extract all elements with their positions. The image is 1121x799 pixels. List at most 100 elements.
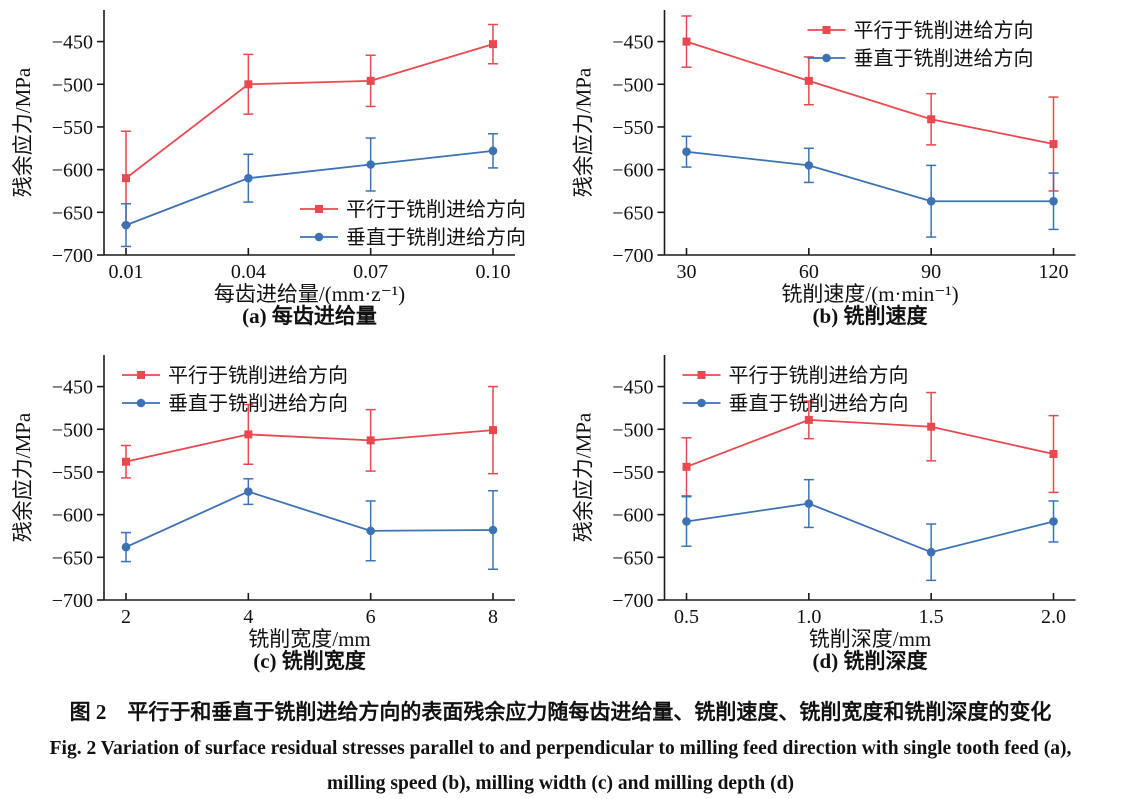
- x-tick-label: 30: [677, 261, 697, 283]
- x-tick-label: 0.01: [109, 261, 144, 283]
- series-line: [686, 502, 1054, 554]
- legend-marker: [822, 53, 831, 63]
- x-tick-label: 6: [366, 606, 376, 628]
- data-point-marker: [489, 426, 497, 435]
- series-parallel: [121, 385, 498, 479]
- x-tick-label: 0.10: [476, 261, 511, 283]
- data-point-marker: [926, 196, 936, 206]
- data-point-marker: [121, 220, 131, 230]
- y-tick-label: −450: [52, 32, 93, 54]
- x-axis-label: 铣削深度/mm: [809, 627, 932, 651]
- y-tick-label: −450: [52, 377, 93, 399]
- x-tick-label: 0.04: [231, 261, 266, 283]
- series-parallel: [121, 23, 498, 226]
- x-axis-label: 铣削速度/(m·min⁻¹): [781, 282, 958, 306]
- x-tick-label: 1.0: [796, 606, 821, 628]
- axes: −450 −500 −550 −600 −650 −700 30 60 90 120 铣削速度/(m…: [572, 10, 1076, 306]
- legend-label: 垂直于铣削进给方向: [346, 226, 526, 249]
- x-axis-label: 每齿进给量/(mm·z⁻¹): [214, 282, 405, 306]
- series-parallel: [681, 15, 1059, 192]
- figure-caption-en-line2: milling speed (b), milling width (c) and…: [327, 773, 794, 794]
- y-tick-label: −500: [612, 74, 653, 96]
- data-point-marker: [926, 547, 936, 557]
- chart-b-canvas: −450 −500 −550 −600 −650 −700 30 60 90 120 铣削速度/(m…: [572, 10, 1076, 328]
- series-perpendicular: [121, 478, 498, 571]
- series-line: [125, 149, 494, 226]
- y-tick-label: −550: [52, 117, 93, 139]
- y-tick-label: −600: [612, 160, 653, 182]
- data-point-marker: [366, 526, 375, 536]
- data-point-marker: [1049, 140, 1058, 149]
- legend-marker: [315, 205, 323, 213]
- x-tick-label: 60: [799, 261, 819, 283]
- y-tick-label: −700: [52, 245, 93, 267]
- data-point-marker: [244, 173, 253, 183]
- data-point-marker: [366, 160, 375, 169]
- y-tick-label: −600: [612, 505, 653, 527]
- axes: −450 −500 −550 −600 −650 −700 2 4 6 8 铣削宽度/mm 残余应力/…: [11, 355, 515, 651]
- x-tick-label: 2.0: [1041, 606, 1066, 628]
- series-parallel: [681, 391, 1059, 497]
- chart-c-canvas: −450 −500 −550 −600 −650 −700 2 4 6 8 铣削宽度/mm 残余应力/…: [11, 355, 515, 673]
- legend-marker: [314, 232, 324, 242]
- legend-marker: [136, 398, 146, 408]
- series-perpendicular: [681, 135, 1059, 238]
- data-point-marker: [1049, 196, 1058, 206]
- y-tick-label: −650: [52, 547, 93, 569]
- y-tick-label: −700: [52, 590, 93, 612]
- subplot-d: −450 −500 −550 −600 −650 −700 0.5 1.0 1.5 2.0 铣削深度…: [560, 345, 1121, 690]
- series-line: [125, 429, 494, 463]
- y-tick-label: −450: [612, 32, 653, 54]
- series-perpendicular: [121, 133, 498, 248]
- subplot-title: (a) 每齿进给量: [242, 304, 377, 328]
- legend-marker: [137, 371, 145, 379]
- legend-label: 平行于铣削进给方向: [729, 364, 909, 387]
- chart-d-canvas: −450 −500 −550 −600 −650 −700 0.5 1.0 1.5 2.0 铣削深度…: [572, 355, 1076, 673]
- y-axis-label: 残余应力/MPa: [572, 67, 596, 197]
- series-line: [686, 150, 1054, 203]
- y-axis-label: 残余应力/MPa: [11, 67, 35, 197]
- data-point-marker: [366, 436, 375, 445]
- subplot-a: −450 −500 −550 −600 −650 −700 0.01 0.04 0.07 0.10…: [0, 0, 560, 345]
- x-tick-label: 0.07: [353, 261, 388, 283]
- charts-grid: −450 −500 −550 −600 −650 −700 0.01 0.04 0.07 0.10…: [0, 0, 1121, 690]
- figure-caption-cn: 图 2 平行于和垂直于铣削进给方向的表面残余应力随每齿进给量、铣削速度、铣削宽度…: [69, 700, 1052, 724]
- series-line: [686, 40, 1054, 145]
- data-point-marker: [1049, 517, 1058, 526]
- data-point-marker: [1049, 450, 1058, 459]
- legend-marker: [697, 398, 706, 408]
- y-tick-label: −550: [612, 462, 653, 484]
- subplot-title: (d) 铣削深度: [813, 649, 928, 673]
- data-point-marker: [804, 76, 813, 85]
- figure-caption: 图 2 平行于和垂直于铣削进给方向的表面残余应力随每齿进给量、铣削速度、铣削宽度…: [0, 690, 1121, 799]
- series-perpendicular: [681, 478, 1059, 582]
- y-tick-label: −500: [52, 419, 93, 441]
- data-point-marker: [927, 115, 936, 124]
- y-tick-label: −550: [612, 117, 653, 139]
- y-tick-label: −650: [52, 202, 93, 224]
- legend-label: 垂直于铣削进给方向: [854, 47, 1034, 70]
- data-point-marker: [122, 174, 130, 183]
- x-tick-label: 90: [921, 261, 941, 283]
- legend-marker: [697, 371, 706, 379]
- x-tick-label: 1.5: [919, 606, 944, 628]
- data-point-marker: [682, 37, 691, 46]
- subplot-title: (c) 铣削宽度: [253, 649, 366, 673]
- y-tick-label: −700: [612, 245, 653, 267]
- y-tick-label: −600: [52, 505, 93, 527]
- data-point-marker: [682, 147, 691, 157]
- subplot-c: −450 −500 −550 −600 −650 −700 2 4 6 8 铣削宽度/mm 残余应力/…: [0, 345, 560, 690]
- legend-label: 平行于铣削进给方向: [854, 19, 1034, 42]
- y-tick-label: −500: [612, 419, 653, 441]
- x-axis-label: 铣削宽度/mm: [248, 627, 371, 651]
- data-point-marker: [682, 462, 691, 471]
- y-tick-label: −600: [52, 160, 93, 182]
- figure-caption-en-line1: Fig. 2 Variation of surface residual str…: [49, 738, 1072, 759]
- legend-label: 垂直于铣削进给方向: [729, 392, 909, 415]
- data-point-marker: [489, 40, 497, 49]
- subplot-b: −450 −500 −550 −600 −650 −700 30 60 90 120 铣削速度/(m…: [560, 0, 1121, 345]
